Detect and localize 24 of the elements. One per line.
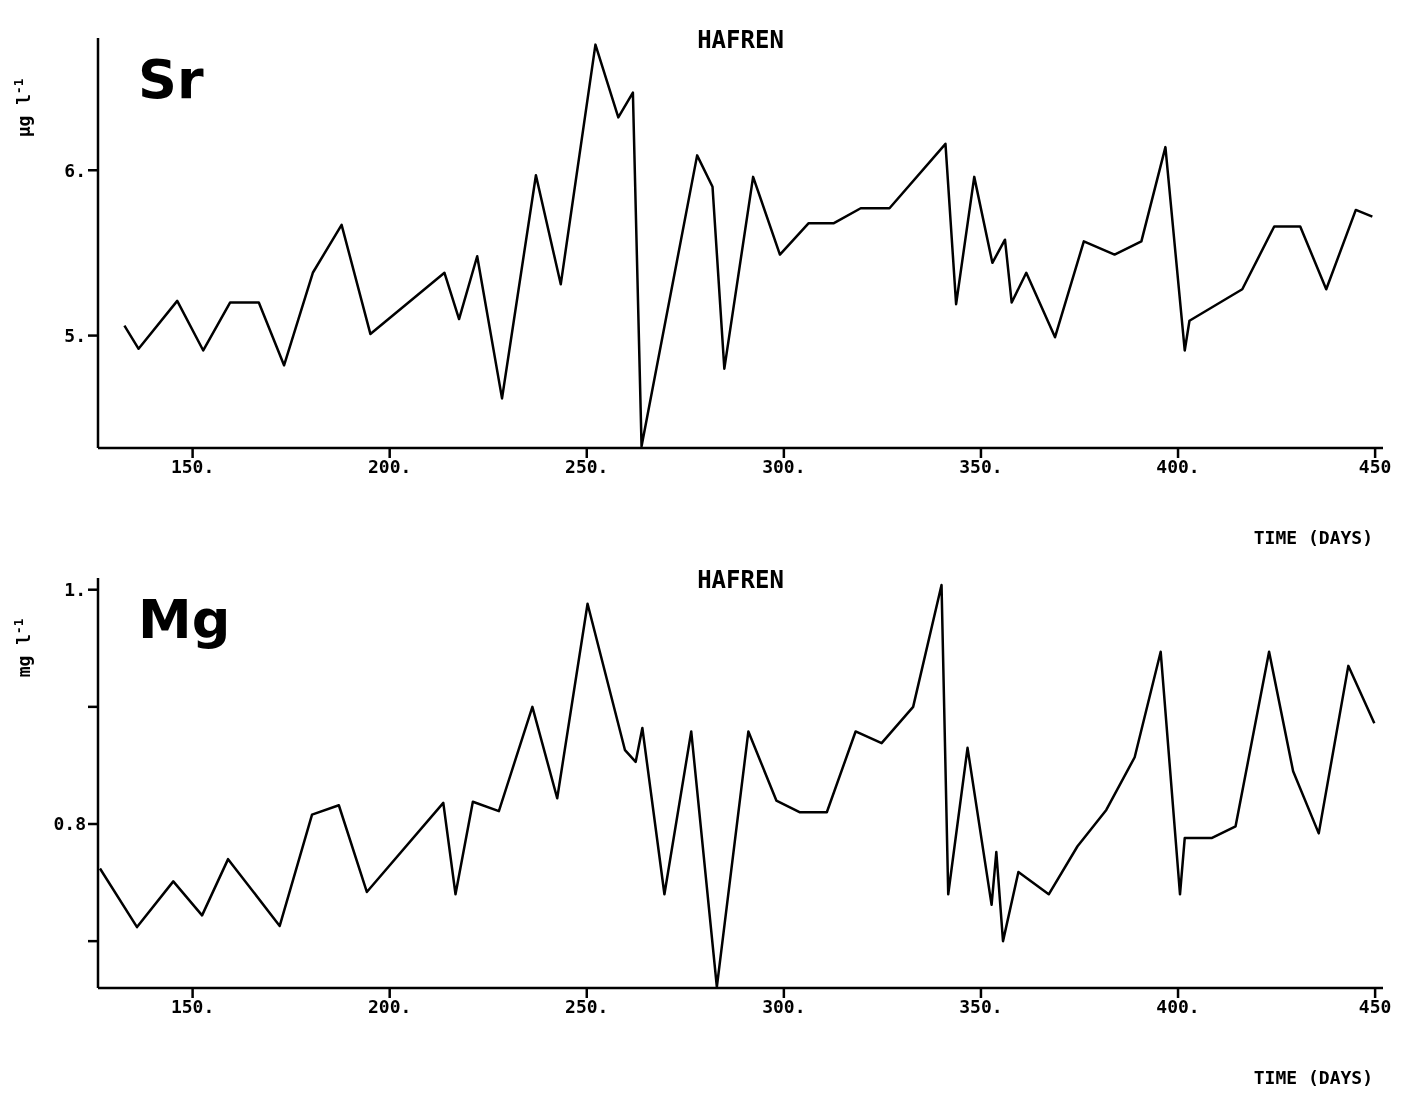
x-tick-label: 400.: [1156, 455, 1200, 477]
x-tick-label: 150.: [170, 995, 215, 1017]
x-tick-label: 450: [1358, 455, 1392, 477]
x-tick-label: 150.: [170, 455, 215, 477]
x-tick-label: 450: [1358, 995, 1392, 1017]
annotation: Mg: [138, 588, 231, 651]
x-axis-title: TIME (DAYS): [1253, 527, 1373, 548]
chart-title: HAFREN: [697, 566, 784, 594]
y-tick-label: 1.: [64, 579, 86, 601]
y-tick-label: 0.8: [53, 813, 86, 835]
annotation: Sr: [138, 48, 204, 111]
x-tick-label: 350.: [959, 995, 1003, 1017]
x-tick-label: 350.: [959, 455, 1003, 477]
chart-title: HAFREN: [697, 26, 784, 54]
x-tick-label: 250.: [565, 455, 609, 477]
x-tick-label: 300.: [762, 455, 806, 477]
x-axis-title: TIME (DAYS): [1253, 1067, 1373, 1088]
x-tick-label: 200.: [368, 995, 412, 1017]
x-tick-label: 250.: [565, 995, 609, 1017]
x-tick-label: 200.: [368, 455, 412, 477]
x-tick-label: 300.: [762, 995, 806, 1017]
x-tick-label: 400.: [1156, 995, 1200, 1017]
y-tick-label: 5.: [64, 324, 86, 346]
y-tick-label: 6.: [64, 159, 86, 181]
